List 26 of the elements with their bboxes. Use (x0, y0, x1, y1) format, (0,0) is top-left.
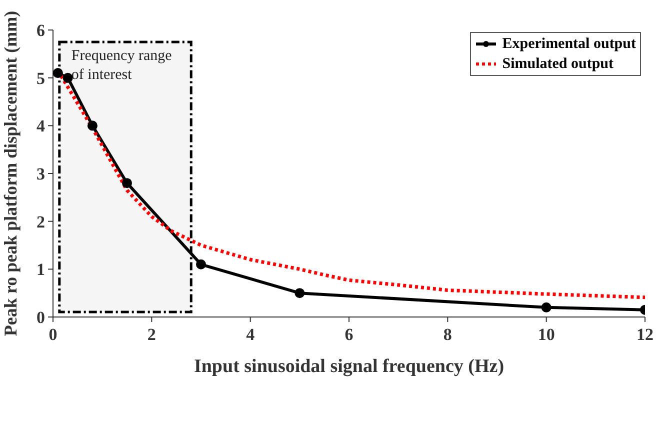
legend-label: Simulated output (502, 55, 614, 74)
y-tick-label: 5 (36, 68, 45, 88)
point (294, 288, 305, 298)
y-tick-label: 3 (36, 164, 45, 184)
x-tick-label: 8 (443, 325, 452, 344)
x-tick-label: 0 (48, 325, 58, 344)
x-tick-label: 12 (636, 325, 654, 344)
x-tick-label: 6 (344, 325, 354, 344)
point (62, 72, 73, 83)
x-axis-title: Input sinusoidal signal frequency (Hz) (194, 356, 504, 377)
point (53, 68, 63, 78)
y-tick-label: 2 (36, 212, 45, 232)
x-tick-label: 4 (246, 325, 256, 344)
point (122, 178, 132, 188)
y-tick-label: 6 (36, 21, 45, 40)
point (87, 120, 98, 131)
x-tick-label: 2 (147, 325, 156, 344)
y-axis-title: Peak ro peak platform displacement (mm) (0, 10, 20, 336)
legend-label: Experimental output (502, 35, 636, 54)
point (196, 259, 206, 270)
y-tick-label: 0 (36, 308, 45, 328)
x-tick-label: 10 (538, 325, 555, 344)
y-tick-label: 1 (36, 260, 45, 280)
band-label: Frequency range of interest (71, 48, 172, 83)
y-tick-label: 4 (36, 116, 46, 136)
point (541, 302, 552, 312)
